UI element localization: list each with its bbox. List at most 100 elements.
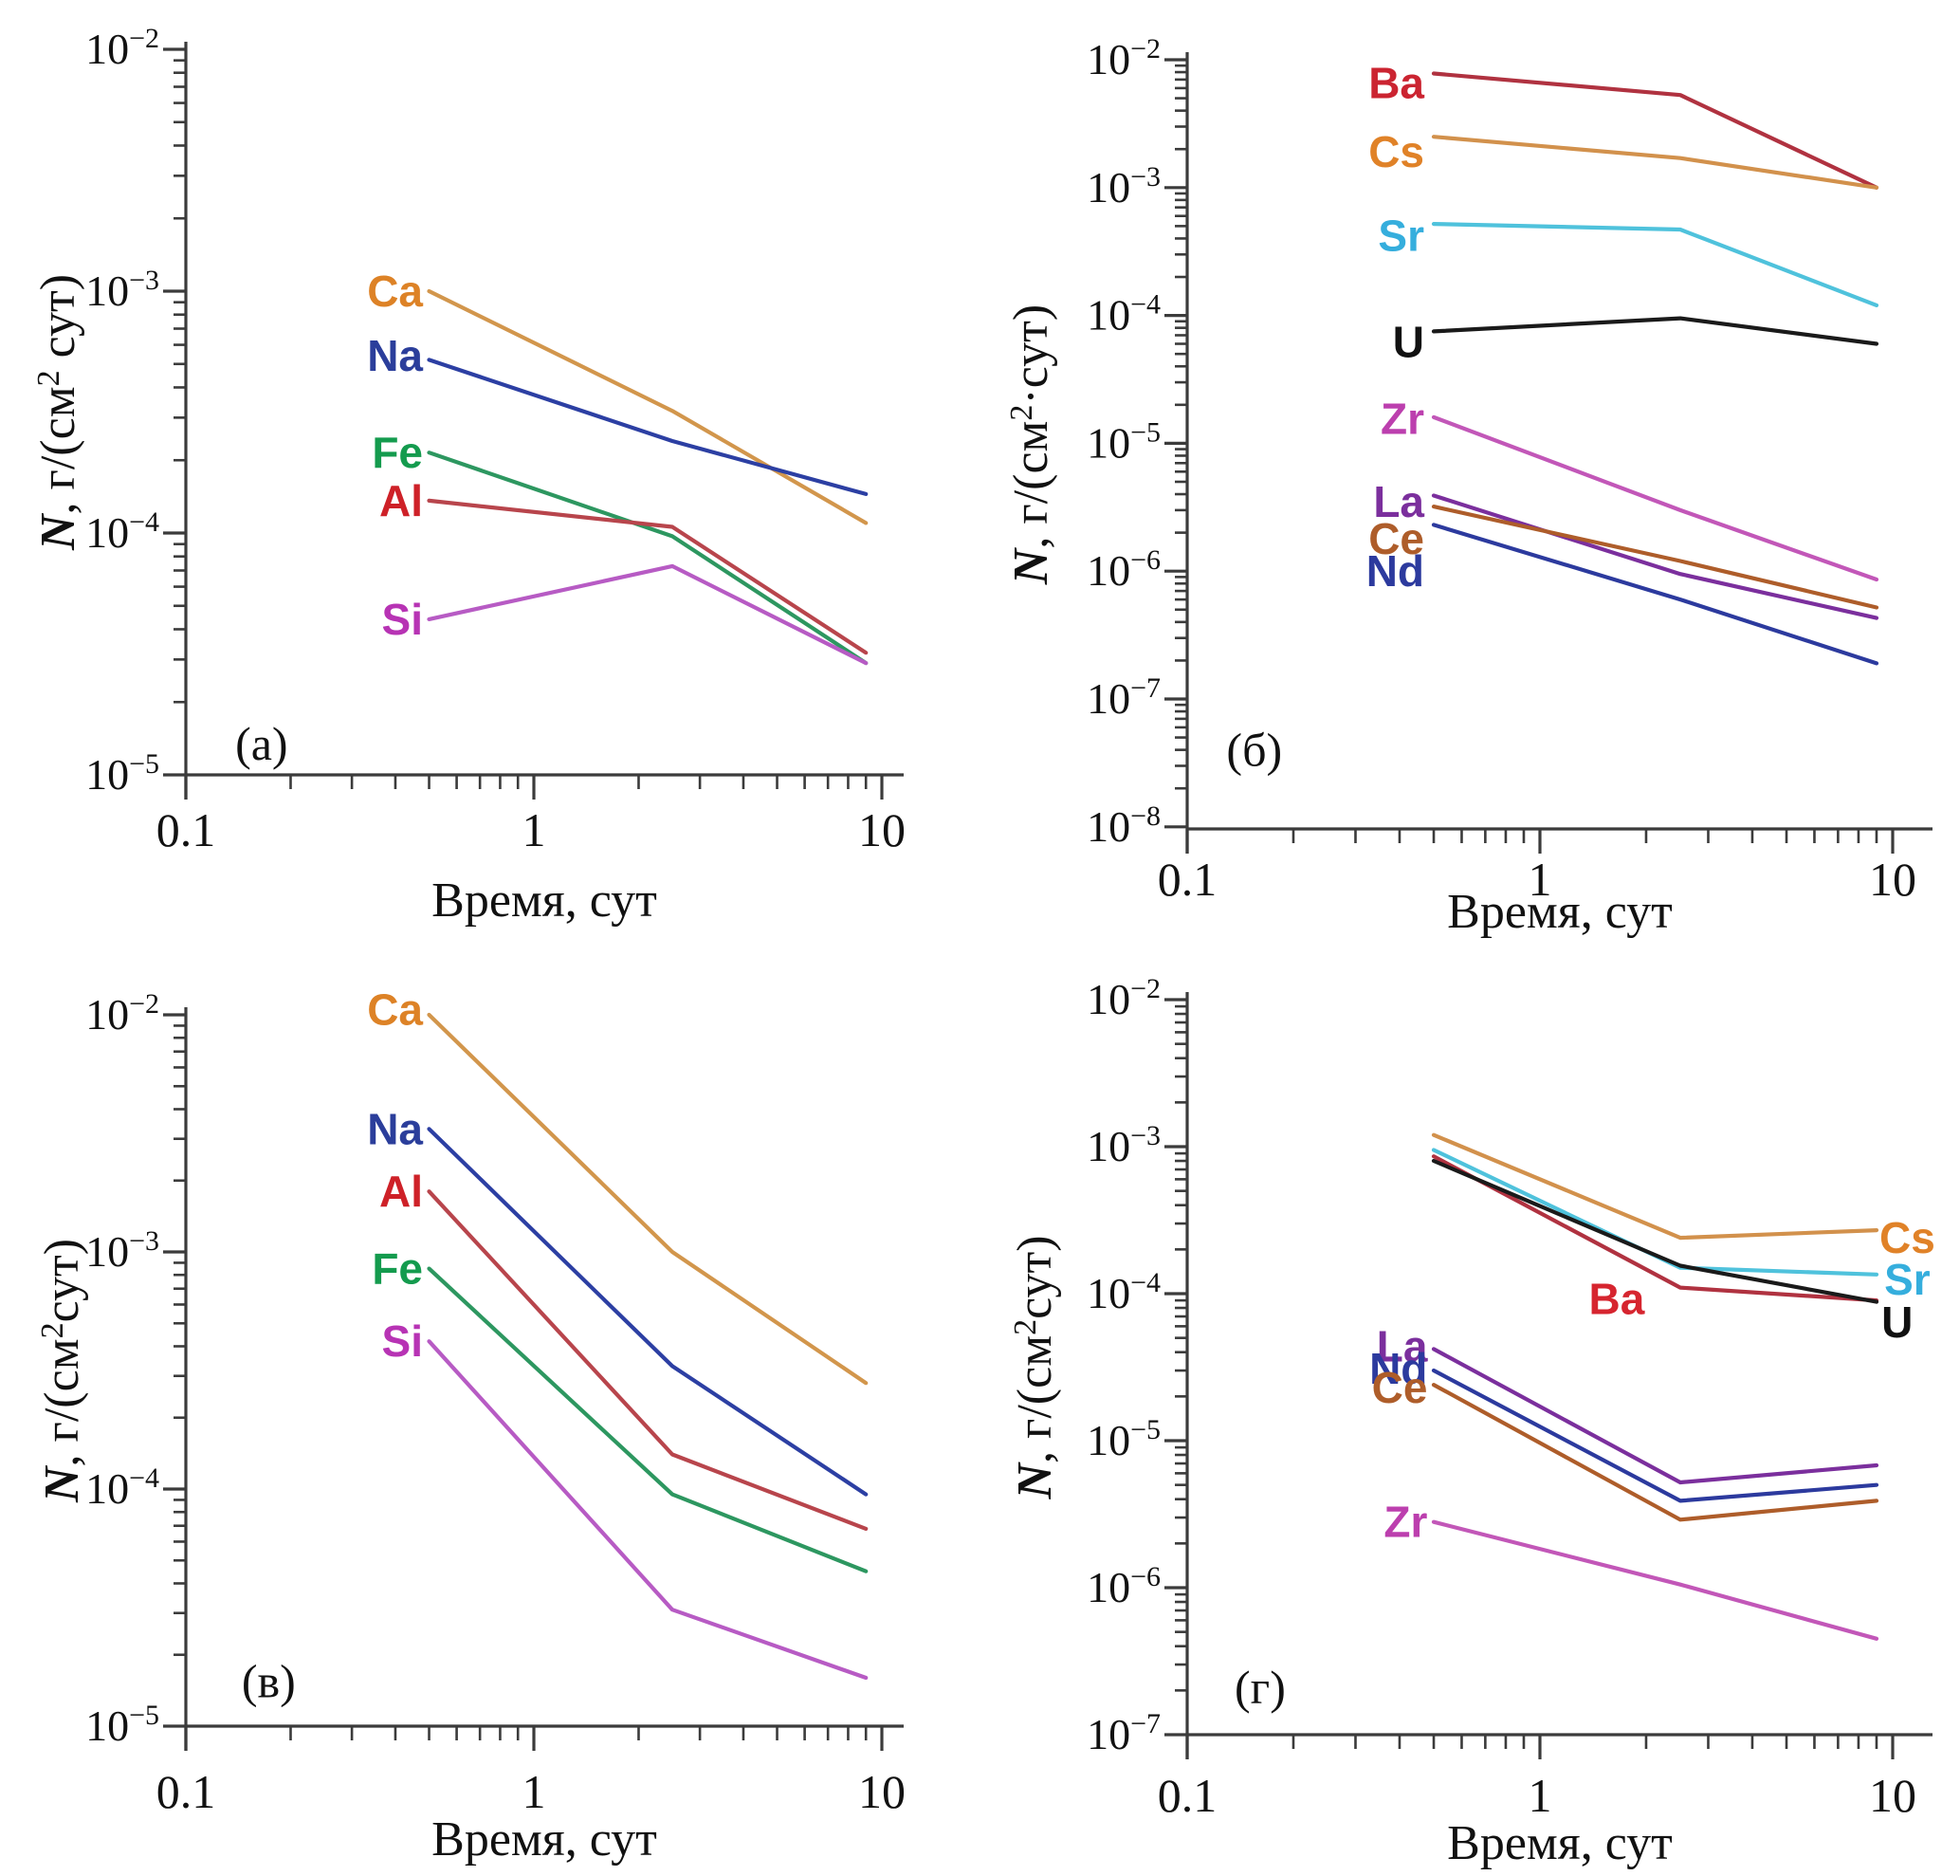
x-tick-label: 1 (1529, 853, 1552, 906)
x-axis-title: Время, сут (431, 1812, 657, 1867)
chart-b-svg: 10−2 10−3 10−4 10−5 10−6 10−7 10−80.1 1 10 Ba Cs Sr… (1004, 33, 1933, 939)
series-line-Zr (1431, 1519, 1879, 1641)
series-line-U (1431, 316, 1879, 346)
y-tick-label: 10−6 (1087, 1561, 1161, 1611)
series-label-Cs: Cs (1879, 1213, 1935, 1262)
series-label-La: La (1373, 477, 1424, 526)
series-label-Cs: Cs (1368, 127, 1424, 176)
series-label-Fe: Fe (372, 428, 423, 477)
x-tick-label: 10 (1869, 1769, 1916, 1822)
y-tick-label: 10−2 (1087, 33, 1161, 83)
y-tick-label: 10−8 (1087, 800, 1161, 851)
y-tick-label: 10−5 (1087, 416, 1161, 467)
x-tick-label: 10 (858, 1765, 906, 1818)
x-tick-label: 0.1 (156, 803, 216, 856)
series-label-Al: Al (379, 1167, 423, 1216)
x-tick-label: 10 (858, 803, 906, 856)
y-tick-label: 10−6 (1087, 544, 1161, 595)
series-line-Zr (1431, 414, 1879, 582)
series-line-Na (427, 358, 869, 497)
series-label-U: U (1393, 318, 1424, 367)
series-line-Sr (1431, 1148, 1879, 1277)
x-tick-label: 10 (1869, 853, 1916, 906)
series-line-La (1431, 493, 1879, 620)
series-label-Nd: Nd (1366, 546, 1424, 596)
panel-letter: (в) (242, 1654, 296, 1707)
series-line-Fe (427, 451, 869, 666)
series-label-Nd: Nd (1369, 1344, 1427, 1393)
y-axis-title: N, г/(см2 сут) (31, 274, 85, 551)
y-tick-label: 10−5 (1087, 1414, 1161, 1464)
series-label-Zr: Zr (1383, 1498, 1427, 1547)
x-axis-title: Время, сут (1447, 1816, 1673, 1870)
y-tick-label: 10−7 (1087, 672, 1161, 723)
panel-b: 10−2 10−3 10−4 10−5 10−6 10−7 10−8 0.1 1 10 Ba Cs Sr… (977, 0, 1960, 939)
y-axis-title: N, г/(см2·сут) (1004, 304, 1058, 585)
y-tick-label: 10−2 (1087, 973, 1161, 1023)
chart-v-svg: 10−2 10−3 10−4 10−5 0.1 1 10 Ca Na Al Fe Si (в) Время… (35, 985, 906, 1867)
series-label-Ce: Ce (1368, 514, 1424, 563)
series-line-Ba (1431, 71, 1879, 190)
panel-letter: (г) (1235, 1661, 1286, 1714)
series-label-Sr: Sr (1884, 1255, 1931, 1304)
series-line-Ce (1431, 1383, 1879, 1522)
series-line-Nd (1431, 1368, 1879, 1503)
x-tick-label: 1 (522, 1765, 546, 1818)
series-line-Ba (1431, 1154, 1879, 1303)
y-tick-label: 10−3 (1087, 1120, 1161, 1170)
series-label-Ca: Ca (367, 985, 423, 1035)
series-line-Sr (1431, 222, 1879, 307)
series-line-Cs (1431, 1132, 1879, 1241)
y-tick-label: 10−3 (1087, 161, 1161, 212)
y-tick-label: 10−2 (85, 988, 159, 1039)
series-label-Na: Na (367, 1104, 423, 1153)
series-label-Sr: Sr (1378, 212, 1424, 261)
series-line-Al (427, 1189, 869, 1532)
y-tick-label: 10−3 (85, 265, 159, 315)
y-tick-label: 10−5 (85, 748, 159, 799)
x-tick-label: 1 (522, 803, 546, 856)
series-label-Si: Si (382, 595, 423, 644)
series-line-Ca (427, 288, 869, 525)
series-label-Al: Al (379, 476, 423, 525)
x-tick-label: 0.1 (1158, 853, 1218, 906)
series-label-Fe: Fe (372, 1244, 423, 1294)
x-tick-label: 1 (1529, 1769, 1552, 1822)
x-axis-title: Время, сут (431, 874, 657, 928)
series-line-Fe (427, 1266, 869, 1573)
y-tick-label: 10−4 (85, 506, 159, 557)
series-label-Ca: Ca (367, 267, 423, 316)
series-line-Si (427, 563, 869, 666)
y-axis-title: N, г/(см2сут) (35, 1239, 89, 1503)
series-label-La: La (1377, 1321, 1428, 1370)
panel-letter: (а) (235, 717, 288, 770)
panel-g: 10−2 10−3 10−4 10−5 10−6 10−7 0.1 1 10 Cs Sr Ba U La N… (977, 939, 1960, 1876)
series-label-U: U (1881, 1297, 1913, 1347)
y-tick-label: 10−2 (85, 23, 159, 73)
y-tick-label: 10−4 (1087, 289, 1161, 340)
series-line-Ce (1431, 504, 1879, 610)
series-label-Ba: Ba (1368, 58, 1424, 107)
series-label-Zr: Zr (1381, 395, 1424, 444)
panel-a: 10−2 10−3 10−4 10−5 0.1 1 10 Ca Na Fe Al Si (а) Время… (0, 0, 977, 939)
series-line-Si (427, 1339, 869, 1681)
panel-letter: (б) (1226, 724, 1282, 777)
y-tick-label: 10−4 (1087, 1267, 1161, 1317)
series-line-U (1431, 1158, 1879, 1304)
series-line-Al (427, 498, 869, 655)
series-label-Na: Na (367, 331, 423, 380)
y-axis-title: N, г/(см2сут) (1008, 1235, 1062, 1499)
series-label-Si: Si (382, 1316, 423, 1366)
series-line-Cs (1431, 135, 1879, 190)
series-line-Na (427, 1127, 869, 1497)
series-label-Ba: Ba (1588, 1275, 1644, 1324)
y-tick-label: 10−4 (85, 1462, 159, 1513)
x-tick-label: 0.1 (156, 1765, 216, 1818)
series-line-Ca (427, 1012, 869, 1386)
series-label-Ce: Ce (1372, 1363, 1428, 1412)
y-tick-label: 10−3 (85, 1225, 159, 1276)
x-tick-label: 0.1 (1158, 1769, 1218, 1822)
